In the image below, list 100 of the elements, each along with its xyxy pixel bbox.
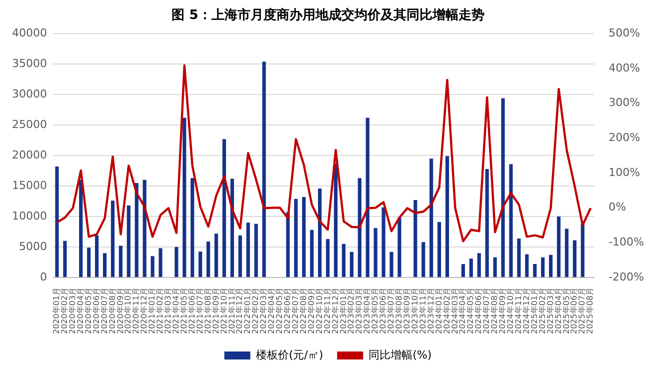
bar — [572, 240, 576, 277]
x-tick-label: 2021年08月 — [203, 287, 212, 334]
y2-tick-label: 100% — [608, 166, 640, 179]
x-tick-label: 2021年03月 — [164, 287, 173, 334]
x-tick-label: 2020年06月 — [92, 287, 101, 334]
x-tick-label: 2023年05月 — [370, 287, 380, 334]
x-tick-label: 2020年01月 — [52, 287, 62, 334]
bar — [501, 98, 505, 277]
x-tick-label: 2025年08月 — [586, 287, 595, 334]
bar — [150, 256, 154, 277]
y2-tick-label: 200% — [608, 130, 640, 144]
x-tick-label: 2020年05月 — [84, 287, 93, 334]
bar — [334, 163, 338, 277]
x-tick-label: 2023年03月 — [354, 287, 364, 334]
bar — [198, 252, 202, 277]
x-tick-label: 2025年03月 — [546, 287, 555, 334]
bar — [414, 200, 418, 277]
bar — [390, 252, 394, 277]
bar — [477, 253, 481, 277]
bar — [485, 168, 489, 277]
x-tick-label: 2022年09月 — [306, 287, 316, 334]
bar — [190, 178, 194, 277]
x-tick-label: 2024年08月 — [490, 287, 500, 334]
bar — [254, 224, 258, 277]
x-tick-label: 2024年05月 — [466, 287, 476, 334]
bar — [374, 228, 378, 277]
y-tick-label: 30000 — [12, 87, 47, 100]
x-tick-label: 2024年11月 — [514, 287, 523, 334]
x-tick-label: 2021年12月 — [235, 287, 244, 334]
x-tick-label: 2023年07月 — [386, 287, 396, 334]
x-tick-label: 2022年02月 — [251, 287, 260, 334]
x-tick-label: 2024年06月 — [474, 287, 484, 334]
y2-tick-label: 400% — [608, 61, 640, 74]
x-tick-label: 2020年07月 — [100, 287, 109, 334]
x-tick-label: 2024年01月 — [434, 287, 444, 334]
x-tick-label: 2022年06月 — [283, 287, 292, 334]
y-tick-label: 0 — [40, 270, 47, 284]
y-tick-label: 10000 — [12, 209, 47, 222]
x-tick-label: 2024年03月 — [450, 287, 460, 334]
bar — [262, 62, 266, 277]
chart-title: 图 5：上海市月度商办用地成交均价及其同比增幅走势 — [172, 7, 484, 24]
bar — [382, 207, 386, 277]
bar — [302, 196, 306, 277]
x-tick-label: 2022年11月 — [322, 287, 332, 334]
bar — [87, 248, 91, 277]
x-tick-label: 2023年12月 — [426, 287, 436, 334]
y2-tick-label: 0% — [608, 200, 626, 214]
bar — [102, 253, 107, 277]
x-tick-label: 2024年04月 — [458, 287, 468, 334]
bar — [358, 178, 362, 277]
bar — [174, 246, 178, 277]
x-tick-label: 2023年02月 — [346, 287, 356, 334]
x-tick-label: 2023年08月 — [394, 287, 404, 334]
bar — [110, 200, 115, 277]
x-tick-label: 2020年03月 — [68, 287, 77, 334]
x-tick-label: 2020年08月 — [108, 287, 117, 334]
y-tick-label: 40000 — [12, 26, 47, 40]
bar — [366, 118, 370, 277]
bar — [318, 188, 322, 277]
bar — [493, 257, 497, 277]
x-tick-label: 2024年12月 — [522, 287, 531, 334]
x-tick-label: 2022年04月 — [267, 287, 276, 334]
bar — [445, 156, 450, 277]
x-tick-label: 2020年12月 — [140, 287, 149, 334]
bar — [580, 224, 584, 277]
bar — [238, 235, 242, 277]
x-tick-label: 2021年05月 — [179, 287, 188, 334]
x-tick-label: 2025年05月 — [562, 287, 571, 334]
x-tick-label: 2023年09月 — [402, 287, 412, 334]
x-tick-label: 2022年05月 — [275, 287, 284, 334]
x-tick-label: 2022年10月 — [314, 287, 324, 334]
bar — [422, 242, 426, 277]
x-tick-label: 2024年02月 — [442, 287, 452, 334]
bar — [206, 241, 210, 277]
bar — [326, 239, 330, 277]
y-tick-label: 35000 — [12, 56, 47, 70]
bar — [556, 216, 561, 277]
x-tick-label: 2025年06月 — [570, 287, 579, 334]
y-tick-label: 5000 — [18, 240, 47, 253]
bar — [342, 244, 346, 277]
bar — [142, 180, 146, 277]
x-tick-label: 2023年11月 — [418, 287, 428, 334]
x-tick-label: 2020年10月 — [124, 287, 133, 334]
x-tick-label: 2020年11月 — [132, 287, 141, 334]
bar — [230, 178, 234, 277]
bar — [517, 238, 521, 277]
x-tick-label: 2022年12月 — [330, 287, 340, 334]
bar — [214, 234, 218, 277]
y2-tick-label: -100% — [608, 235, 644, 248]
x-tick-label: 2025年07月 — [578, 287, 587, 334]
bar — [134, 182, 138, 277]
y-tick-label: 25000 — [12, 118, 47, 131]
bar — [246, 222, 250, 277]
y2-tick-label: 300% — [608, 96, 640, 110]
bar — [182, 118, 186, 277]
bar — [126, 206, 130, 277]
x-tick-label: 2025年02月 — [538, 287, 547, 334]
legend-label: 楼板价(元/㎡) — [256, 348, 324, 362]
x-tick-label: 2024年07月 — [482, 287, 492, 334]
x-tick-label: 2024年10月 — [506, 287, 516, 334]
